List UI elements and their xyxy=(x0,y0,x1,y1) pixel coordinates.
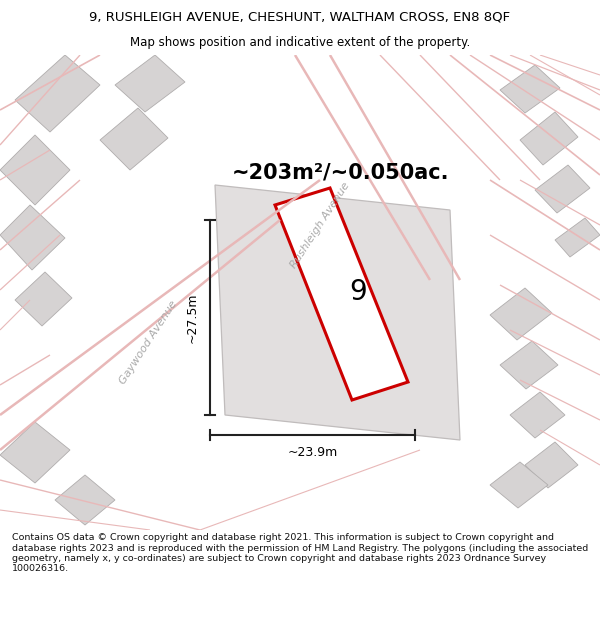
Polygon shape xyxy=(100,108,168,170)
Polygon shape xyxy=(15,55,100,132)
Polygon shape xyxy=(215,185,460,440)
Text: Rushleigh Avenue: Rushleigh Avenue xyxy=(289,180,352,270)
Polygon shape xyxy=(275,188,408,400)
Polygon shape xyxy=(525,442,578,488)
Polygon shape xyxy=(490,288,552,340)
Text: 9, RUSHLEIGH AVENUE, CHESHUNT, WALTHAM CROSS, EN8 8QF: 9, RUSHLEIGH AVENUE, CHESHUNT, WALTHAM C… xyxy=(89,10,511,23)
Polygon shape xyxy=(520,112,578,165)
Polygon shape xyxy=(500,65,560,113)
Polygon shape xyxy=(555,218,600,257)
Text: ~27.5m: ~27.5m xyxy=(185,292,199,342)
Polygon shape xyxy=(0,205,65,270)
Text: 9: 9 xyxy=(349,278,367,306)
Polygon shape xyxy=(0,135,70,205)
Text: Contains OS data © Crown copyright and database right 2021. This information is : Contains OS data © Crown copyright and d… xyxy=(12,533,588,573)
Polygon shape xyxy=(55,475,115,525)
Polygon shape xyxy=(490,462,548,508)
Polygon shape xyxy=(510,392,565,438)
Polygon shape xyxy=(535,165,590,213)
Text: ~23.9m: ~23.9m xyxy=(287,446,338,459)
Text: Map shows position and indicative extent of the property.: Map shows position and indicative extent… xyxy=(130,36,470,49)
Polygon shape xyxy=(0,422,70,483)
Polygon shape xyxy=(15,272,72,326)
Text: ~203m²/~0.050ac.: ~203m²/~0.050ac. xyxy=(231,162,449,182)
Polygon shape xyxy=(500,341,558,389)
Polygon shape xyxy=(115,55,185,112)
Text: Gaywood Avenue: Gaywood Avenue xyxy=(117,299,179,386)
